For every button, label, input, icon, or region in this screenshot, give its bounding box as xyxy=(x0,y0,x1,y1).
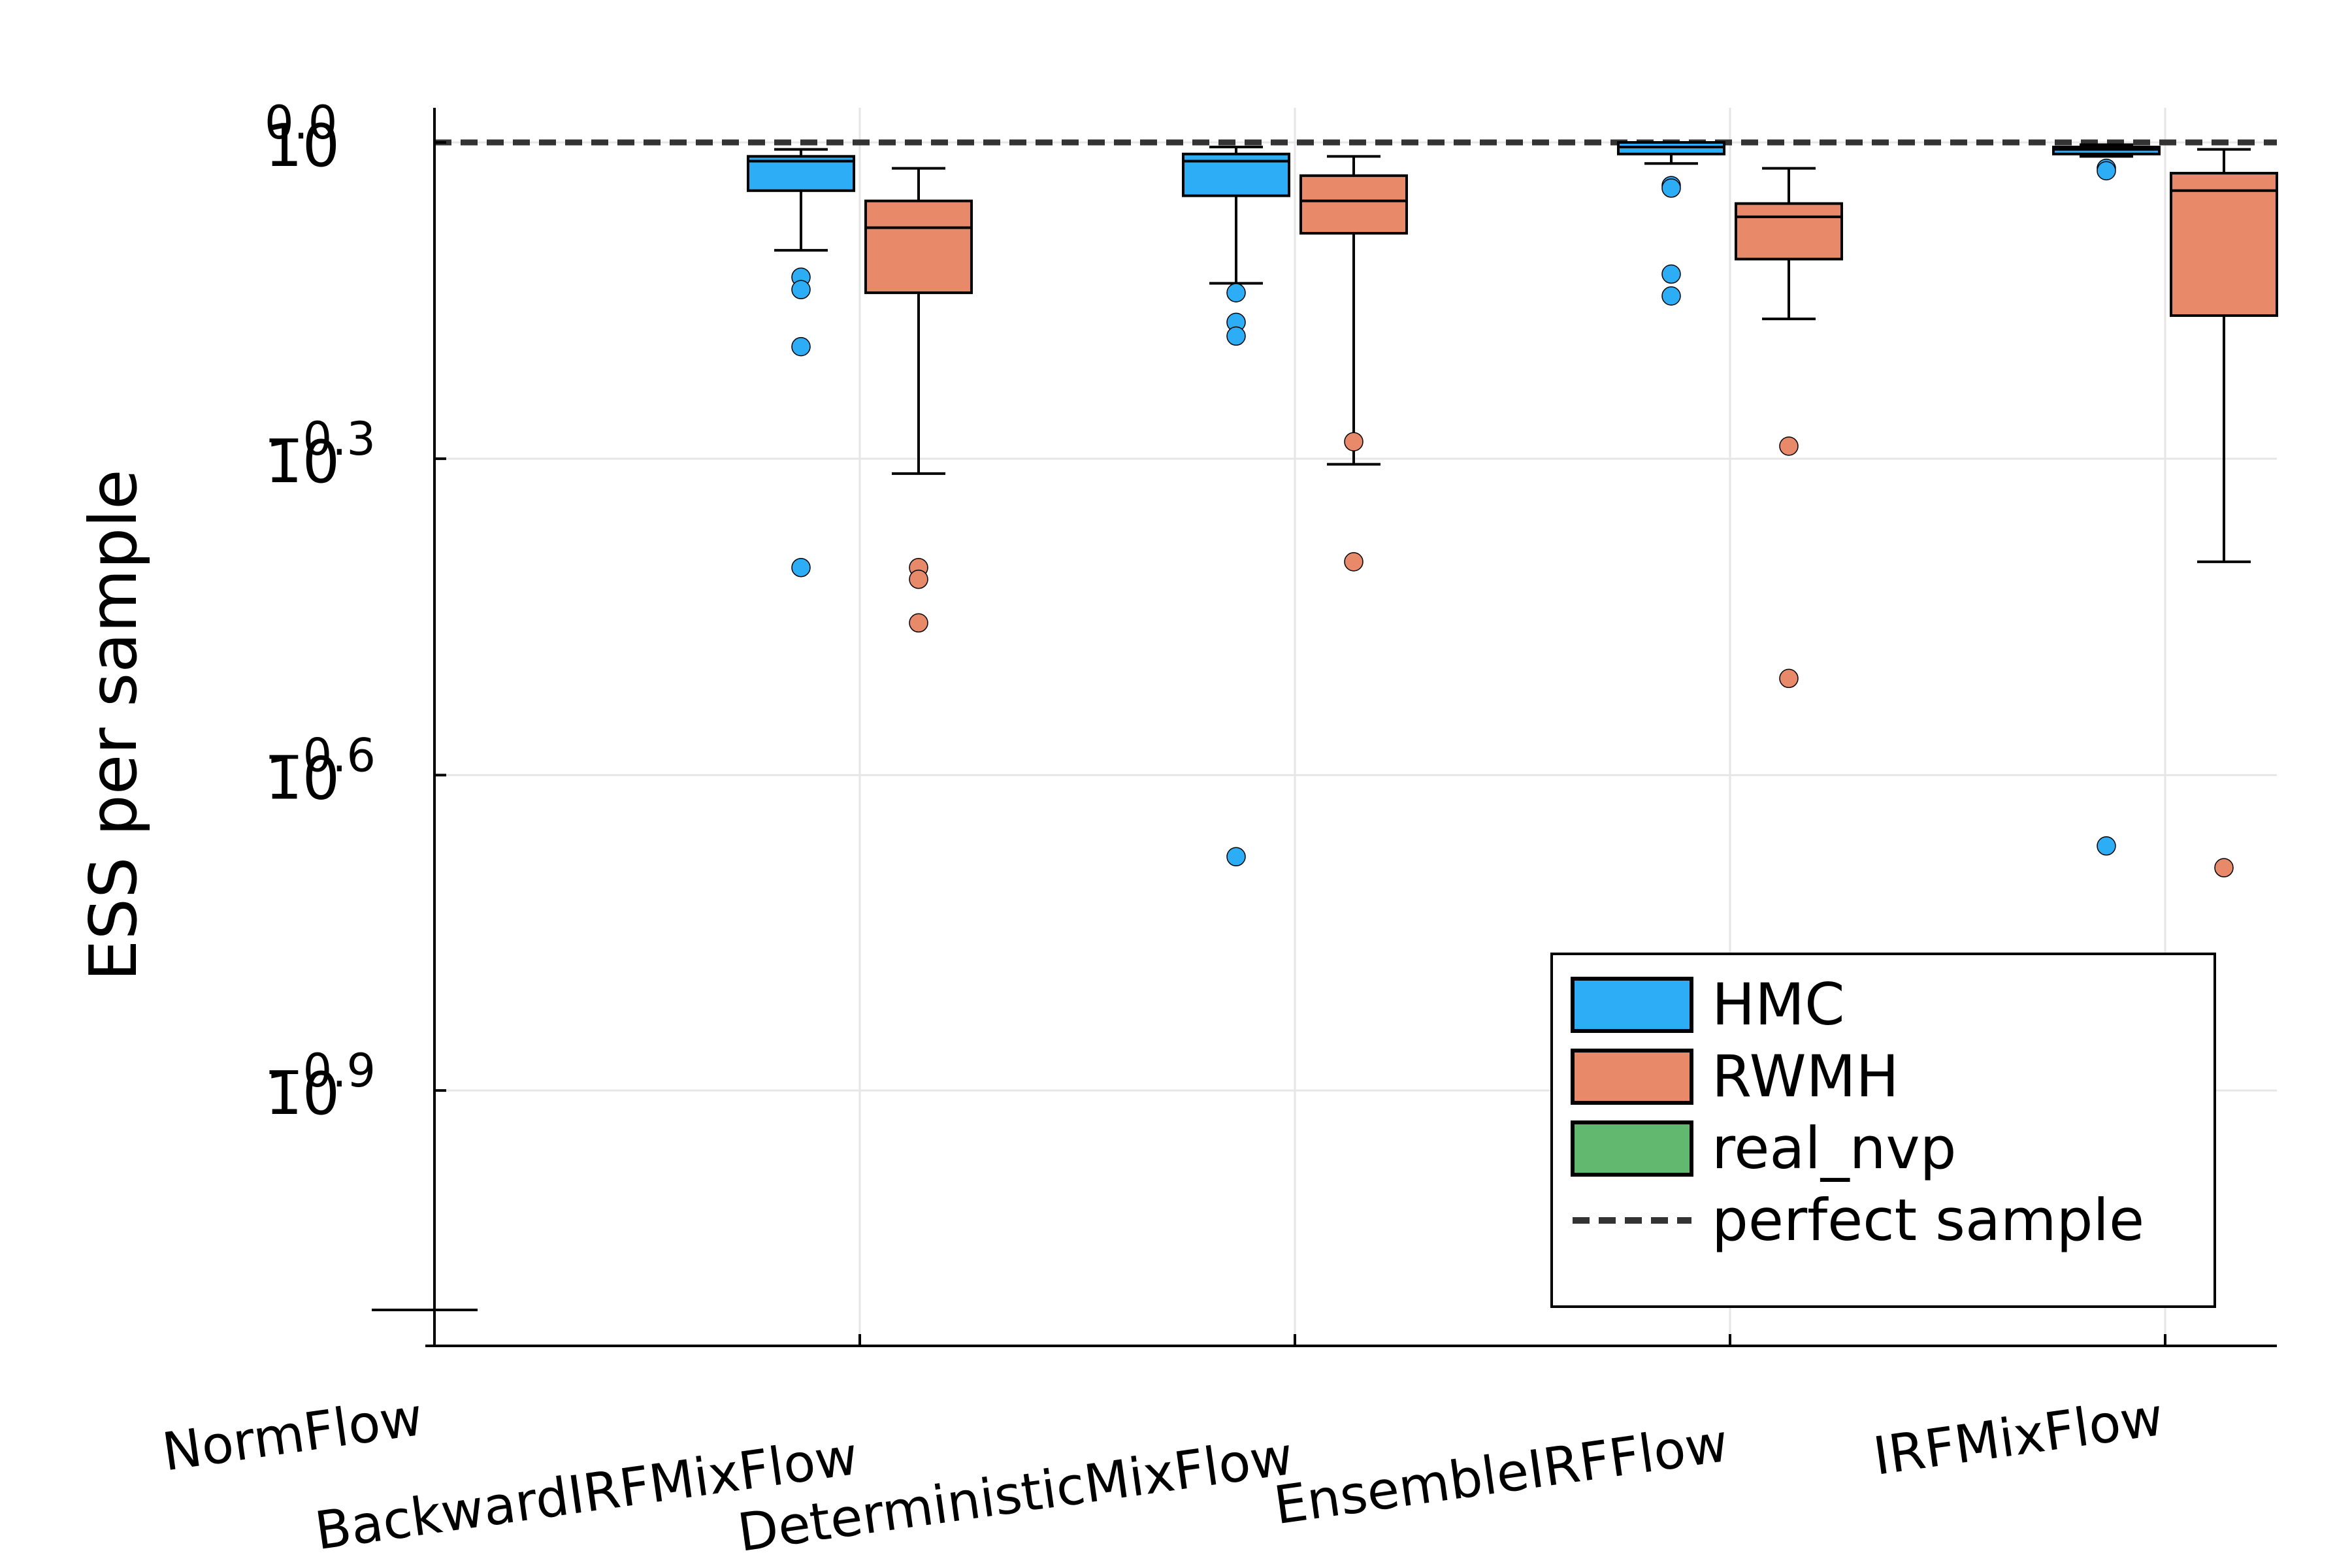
outlier-point xyxy=(791,557,811,578)
box-HMC-DeterministicMixFlow xyxy=(1182,146,1290,867)
y-tick-exponent: 0.0 xyxy=(265,96,337,150)
outlier-point xyxy=(1661,286,1681,306)
axes-layer xyxy=(425,108,2277,1347)
outlier-point xyxy=(1344,432,1364,451)
outlier-point xyxy=(1661,264,1681,284)
box-HMC-EnsembleIRFFlow xyxy=(1617,141,1725,306)
y-tick-label: 10 xyxy=(265,744,340,813)
box-body xyxy=(864,199,973,295)
outlier-point xyxy=(2097,161,2116,181)
y-tick-exponent: −0.3 xyxy=(265,412,376,466)
legend-label: real_nvp xyxy=(1712,1115,1956,1182)
legend-label: HMC xyxy=(1712,971,1845,1038)
outlier-point xyxy=(1779,436,1799,456)
legend-swatch xyxy=(1571,977,1693,1033)
outlier-point xyxy=(1779,668,1799,689)
y-tick-exponent: −0.6 xyxy=(265,728,376,782)
legend-swatch xyxy=(1571,1120,1693,1177)
y-tick-label: 10 xyxy=(265,112,340,180)
box-RWMH-IRFMixFlow xyxy=(2170,148,2278,877)
box-HMC-BackwardIRFMixFlow xyxy=(747,148,855,578)
outlier-point xyxy=(1226,283,1246,302)
outlier-point xyxy=(909,569,928,589)
legend-label: perfect sample xyxy=(1712,1186,2144,1254)
legend-label: RWMH xyxy=(1712,1043,1899,1110)
outlier-point xyxy=(1661,178,1681,198)
legend-swatch xyxy=(1571,1049,1693,1105)
outlier-point xyxy=(791,336,811,357)
box-body xyxy=(1299,174,1408,235)
outlier-point xyxy=(1226,847,1246,867)
outlier-point xyxy=(791,280,811,300)
box-RWMH-EnsembleIRFFlow xyxy=(1735,167,1843,689)
box-body xyxy=(1735,202,1843,261)
y-tick-label: 10 xyxy=(265,428,340,497)
outlier-point xyxy=(2097,836,2116,856)
box-body xyxy=(2170,172,2278,318)
outlier-point xyxy=(1344,552,1364,572)
box-RWMH-DeterministicMixFlow xyxy=(1299,155,1408,572)
y-axis-label: ESS per sample xyxy=(75,469,152,981)
outlier-point xyxy=(2214,858,2234,877)
y-tick-label: 10 xyxy=(265,1060,340,1128)
outlier-point xyxy=(909,613,928,633)
y-tick-exponent: −0.9 xyxy=(265,1044,376,1098)
y-tick-labels: 100.010−0.310−0.610−0.9 xyxy=(265,96,376,1128)
outlier-point xyxy=(1226,326,1246,346)
box-RWMH-BackwardIRFMixFlow xyxy=(864,167,973,633)
